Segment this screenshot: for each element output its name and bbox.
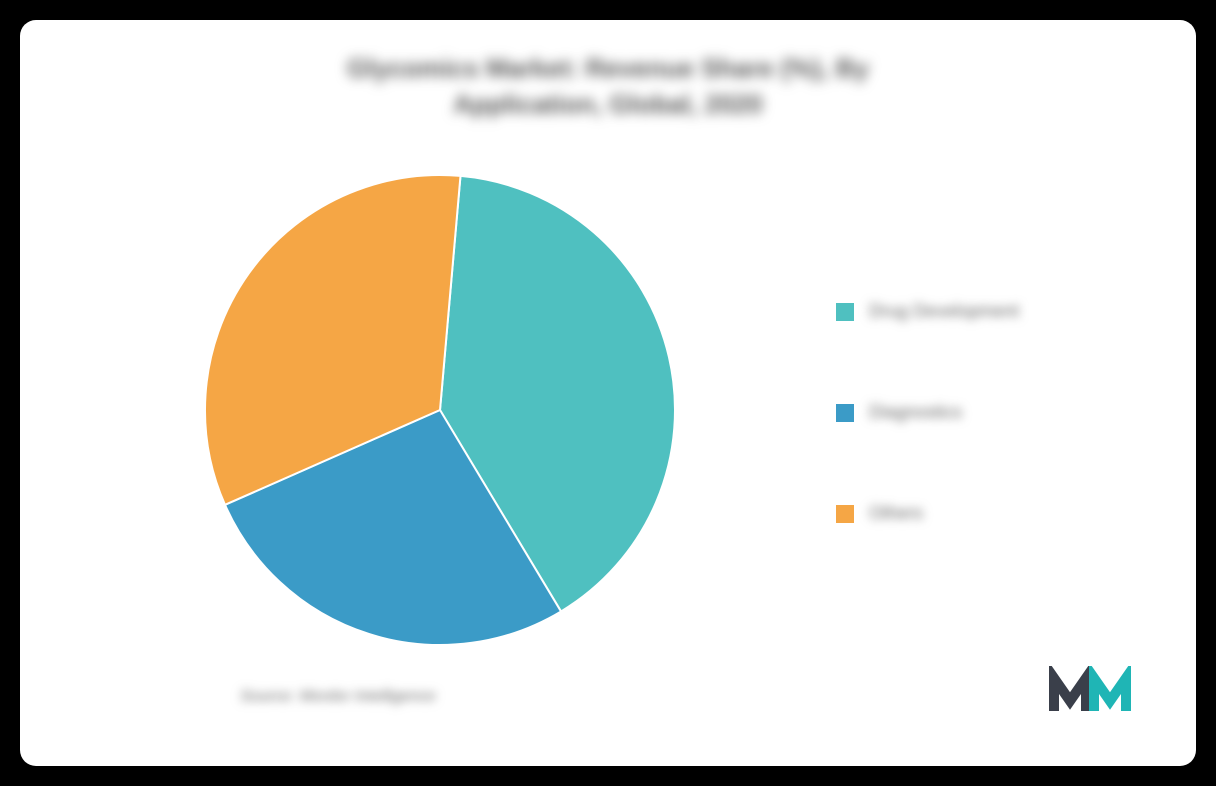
legend-swatch-0 [836, 303, 854, 321]
chart-body: Drug Development Diagnostics Others [60, 133, 1156, 693]
pie-chart [180, 150, 700, 675]
pie-svg [180, 150, 700, 670]
chart-container: Glycomics Market: Revenue Share (%), By … [20, 20, 1196, 766]
chart-title-line2: Application, Global, 2020 [160, 86, 1056, 122]
legend-label-2: Others [869, 503, 923, 524]
legend-item-others: Others [836, 503, 1096, 524]
legend-swatch-1 [836, 404, 854, 422]
chart-title: Glycomics Market: Revenue Share (%), By … [60, 50, 1156, 123]
legend: Drug Development Diagnostics Others [836, 301, 1136, 524]
logo-icon [1046, 666, 1136, 721]
legend-item-drug-development: Drug Development [836, 301, 1096, 322]
chart-title-line1: Glycomics Market: Revenue Share (%), By [160, 50, 1056, 86]
legend-label-0: Drug Development [869, 301, 1019, 322]
legend-item-diagnostics: Diagnostics [836, 402, 1096, 423]
source-text: Source: Mordor Intelligence [240, 688, 436, 706]
legend-swatch-2 [836, 505, 854, 523]
brand-logo [1046, 666, 1136, 726]
legend-label-1: Diagnostics [869, 402, 962, 423]
